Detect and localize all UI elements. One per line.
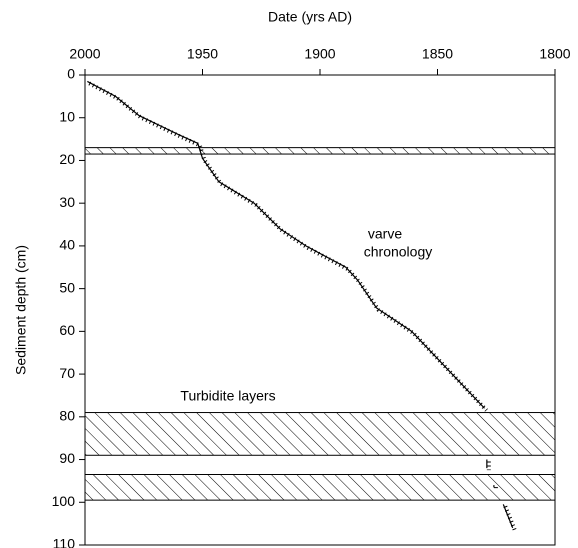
y-tick-label: 10	[59, 108, 75, 124]
x-tick-label: 1850	[422, 46, 453, 62]
turbidite-layer	[84, 147, 556, 155]
x-axis-title: Date (yrs AD)	[268, 9, 352, 25]
x-tick-label: 2000	[69, 46, 100, 62]
turbidite-layer	[84, 474, 556, 501]
y-tick-label: 90	[59, 450, 75, 466]
y-tick-label: 0	[67, 66, 75, 82]
y-tick-label: 110	[53, 536, 76, 548]
y-tick-label: 60	[59, 322, 75, 338]
y-tick-label: 80	[59, 408, 75, 424]
y-tick-label: 20	[59, 151, 75, 167]
x-tick-label: 1800	[539, 46, 570, 62]
x-tick-label: 1900	[304, 46, 335, 62]
annotation: chronology	[364, 244, 433, 260]
turbidite-layer	[84, 412, 556, 456]
y-tick-label: 70	[59, 365, 75, 381]
annotation: varve	[368, 226, 402, 242]
y-tick-label: 40	[59, 237, 75, 253]
y-tick-label: 50	[59, 279, 75, 295]
plot-frame	[84, 74, 556, 546]
x-tick-label: 1950	[187, 46, 218, 62]
y-axis-title: Sediment depth (cm)	[13, 245, 29, 375]
y-tick-label: 30	[59, 194, 75, 210]
y-tick-label: 100	[52, 493, 76, 509]
annotation: Turbidite layers	[180, 388, 275, 404]
